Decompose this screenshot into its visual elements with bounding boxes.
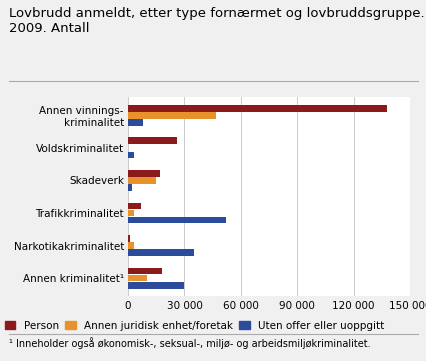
Bar [128,249,193,256]
Bar [128,217,225,223]
Bar [128,105,386,112]
Bar [128,138,176,144]
Bar [128,177,156,184]
Legend: Person, Annen juridisk enhet/foretak, Uten offer eller uoppgitt: Person, Annen juridisk enhet/foretak, Ut… [5,321,383,331]
Bar [128,170,160,177]
Bar [128,210,133,216]
Bar [128,275,147,282]
Bar [128,119,143,126]
Bar [128,242,133,249]
Bar [128,184,132,191]
Bar [128,268,161,274]
Bar [128,152,133,158]
Bar [128,235,130,242]
Bar [128,112,216,119]
Bar [128,282,184,288]
Text: ¹ Inneholder også økonomisk-, seksual-, miljø- og arbeidsmiljøkriminalitet.: ¹ Inneholder også økonomisk-, seksual-, … [9,338,369,349]
Text: Lovbrudd anmeldt, etter type fornærmet og lovbruddsgruppe.
2009. Antall: Lovbrudd anmeldt, etter type fornærmet o… [9,7,423,35]
Bar [128,203,141,209]
